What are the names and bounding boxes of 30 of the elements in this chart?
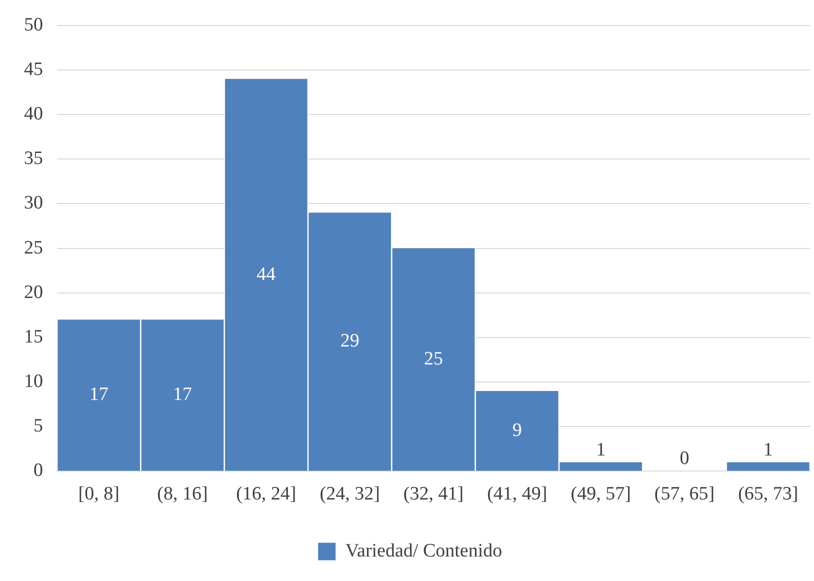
data-label: 17 — [173, 384, 192, 406]
y-tick-label: 5 — [34, 416, 43, 437]
y-tick-label: 15 — [24, 326, 43, 348]
data-label: 1 — [596, 439, 606, 460]
y-tick-label: 45 — [24, 58, 43, 80]
x-tick-label: (16, 24] — [236, 484, 296, 505]
y-tick-label: 40 — [24, 104, 43, 125]
x-tick-label: (32, 41] — [403, 484, 464, 505]
data-label: 29 — [340, 330, 360, 352]
y-tick-label: 10 — [24, 371, 43, 392]
x-tick-label: (65, 73] — [738, 484, 798, 505]
y-tick-label: 25 — [24, 237, 43, 258]
data-label: 0 — [680, 448, 690, 470]
data-label: 1 — [763, 439, 773, 460]
y-tick-label: 35 — [24, 148, 43, 170]
data-label: 44 — [256, 264, 276, 285]
y-tick-label: 0 — [34, 460, 43, 482]
legend-label: Variedad/ Contenido — [345, 540, 502, 562]
x-tick-label: (8, 16] — [157, 484, 208, 505]
x-tick-label: (24, 32] — [320, 484, 380, 505]
y-tick-label: 50 — [24, 14, 43, 36]
x-tick-label: (49, 57] — [570, 484, 631, 505]
x-tick-label: (57, 65] — [654, 484, 715, 505]
x-tick-label: (41, 49] — [487, 484, 548, 505]
y-tick-label: 30 — [24, 192, 43, 214]
y-tick-label: 20 — [24, 282, 43, 303]
data-label: 17 — [89, 384, 108, 406]
x-tick-label: [0, 8] — [78, 484, 120, 505]
data-label: 25 — [424, 348, 443, 370]
data-label: 9 — [512, 420, 522, 441]
